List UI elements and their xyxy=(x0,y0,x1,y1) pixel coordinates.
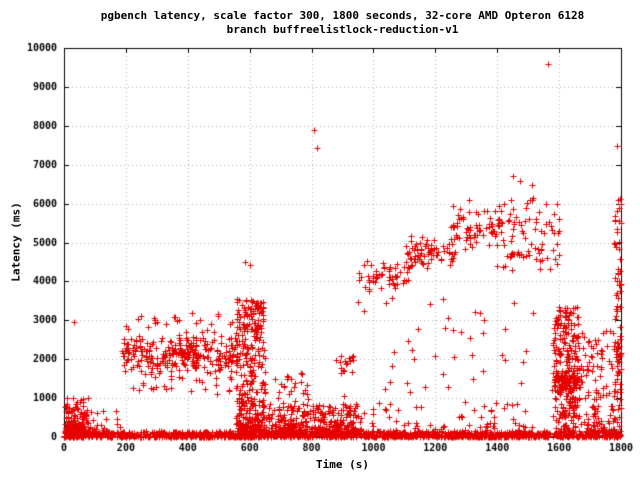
y-axis-label: Latency (ms) xyxy=(9,202,23,282)
x-axis-label: Time (s) xyxy=(316,458,369,471)
chart-subtitle: branch buffreelistlock-reduction-v1 xyxy=(226,23,459,36)
chart-title: pgbench latency, scale factor 300, 1800 … xyxy=(100,9,585,22)
